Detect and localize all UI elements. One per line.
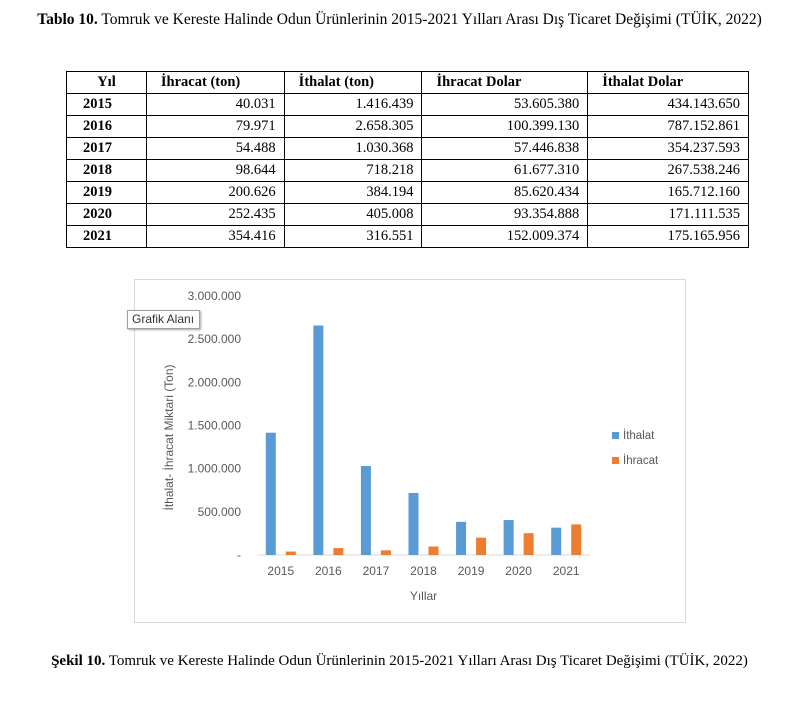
table-cell: 405.008 bbox=[283, 203, 423, 226]
y-tick-label: 3.000.000 bbox=[188, 289, 242, 303]
table-row: 2016 79.971 2.658.305 100.399.130 787.152.86… bbox=[66, 115, 749, 138]
x-tick-label: 2016 bbox=[315, 564, 342, 578]
bar-ihracat bbox=[380, 550, 391, 555]
header-ithalat-dolar: İthalat Dolar bbox=[587, 71, 749, 94]
table-header-row: Yıl İhracat (ton) İthalat (ton) İhracat … bbox=[66, 71, 749, 94]
table-cell: 40.031 bbox=[145, 93, 285, 116]
chart-area-tooltip: Grafik Alanı bbox=[127, 310, 201, 329]
bar-ithalat bbox=[503, 520, 514, 555]
table-row: 2015 40.031 1.416.439 53.605.380 434.143.650 bbox=[66, 93, 749, 116]
legend-swatch-ihracat bbox=[612, 457, 619, 464]
table-row: 2018 98.644 718.218 61.677.310 267.538.246 bbox=[66, 159, 749, 182]
bar-ithalat bbox=[551, 527, 562, 555]
bar-ihracat bbox=[333, 548, 344, 555]
legend-item-ihracat: İhracat bbox=[612, 455, 658, 467]
table-cell: 79.971 bbox=[145, 115, 285, 138]
table-cell: 252.435 bbox=[145, 203, 285, 226]
table-cell: 165.712.160 bbox=[587, 181, 749, 204]
chart-area[interactable]: - 500.000 1.000.000 1.500.000 2.000.000 2.500… bbox=[134, 279, 686, 623]
table-cell: 267.538.246 bbox=[587, 159, 749, 182]
table-cell-year: 2021 bbox=[66, 225, 147, 248]
figure-caption-text: Tomruk ve Kereste Halinde Odun Ürünlerin… bbox=[108, 653, 748, 669]
table-cell: 787.152.861 bbox=[587, 115, 749, 138]
table-cell: 1.416.439 bbox=[283, 93, 423, 116]
bar-ihracat bbox=[428, 546, 439, 555]
y-tick-label: 2.000.000 bbox=[188, 375, 242, 389]
table-cell: 85.620.434 bbox=[421, 181, 589, 204]
figure-caption-label: Şekil 10. bbox=[51, 653, 106, 669]
legend-swatch-ithalat bbox=[612, 432, 619, 439]
table-cell-year: 2020 bbox=[66, 203, 147, 226]
table-cell-year: 2017 bbox=[66, 137, 147, 160]
bar-ihracat bbox=[476, 537, 487, 555]
table-row: 2021 354.416 316.551 152.009.374 175.165.956 bbox=[66, 225, 749, 248]
table-cell: 171.111.535 bbox=[587, 203, 749, 226]
legend-label-ithalat: İthalat bbox=[623, 430, 655, 442]
table-cell: 434.143.650 bbox=[587, 93, 749, 116]
table-cell-year: 2015 bbox=[66, 93, 147, 116]
table-cell: 152.009.374 bbox=[421, 225, 589, 248]
bar-ithalat bbox=[408, 492, 419, 555]
header-ithalat-ton: İthalat (ton) bbox=[283, 71, 423, 94]
table-cell: 54.488 bbox=[145, 137, 285, 160]
x-axis-title: Yıllar bbox=[410, 589, 437, 603]
bar-ithalat bbox=[313, 325, 324, 555]
table-row: 2020 252.435 405.008 93.354.888 171.111.535 bbox=[66, 203, 749, 226]
table-caption: Tablo 10. Tomruk ve Kereste Halinde Odun… bbox=[0, 10, 799, 30]
y-tick-label: 1.500.000 bbox=[188, 419, 242, 433]
table-row: 2017 54.488 1.030.368 57.446.838 354.237.593 bbox=[66, 137, 749, 160]
table-cell: 384.194 bbox=[283, 181, 423, 204]
header-yil: Yıl bbox=[66, 71, 147, 94]
figure-caption: Şekil 10. Tomruk ve Kereste Halinde Odun… bbox=[0, 651, 799, 671]
x-tick-label: 2017 bbox=[363, 564, 390, 578]
bar-ithalat bbox=[265, 432, 276, 555]
table-cell: 1.030.368 bbox=[283, 137, 423, 160]
bar-ihracat bbox=[523, 533, 534, 555]
bar-ihracat bbox=[285, 551, 296, 555]
table-cell: 354.416 bbox=[145, 225, 285, 248]
table-cell-year: 2018 bbox=[66, 159, 147, 182]
table-cell: 93.354.888 bbox=[421, 203, 589, 226]
bar-ithalat bbox=[360, 466, 371, 555]
table-body: 2015 40.031 1.416.439 53.605.380 434.143.650… bbox=[66, 93, 749, 248]
table-cell: 200.626 bbox=[145, 181, 285, 204]
table-caption-label: Tablo 10. bbox=[37, 11, 98, 28]
table-cell-year: 2019 bbox=[66, 181, 147, 204]
table-cell: 354.237.593 bbox=[587, 137, 749, 160]
table-cell: 2.658.305 bbox=[283, 115, 423, 138]
header-ihracat-ton: İhracat (ton) bbox=[145, 71, 285, 94]
legend-item-ithalat: İthalat bbox=[612, 430, 654, 442]
bar-ithalat bbox=[456, 521, 467, 555]
y-tick-label: 500.000 bbox=[198, 505, 242, 519]
table-cell: 718.218 bbox=[283, 159, 423, 182]
table-cell: 100.399.130 bbox=[421, 115, 589, 138]
table-cell: 53.605.380 bbox=[421, 93, 589, 116]
y-axis-title: İthalat- İhracat Miktari (Ton) bbox=[162, 364, 176, 510]
x-tick-label: 2018 bbox=[410, 564, 437, 578]
x-tick-label: 2021 bbox=[553, 564, 580, 578]
table-cell: 61.677.310 bbox=[421, 159, 589, 182]
table-cell: 98.644 bbox=[145, 159, 285, 182]
legend-label-ihracat: İhracat bbox=[623, 455, 659, 467]
y-tick-label: - bbox=[237, 548, 241, 562]
header-ihracat-dolar: İhracat Dolar bbox=[421, 71, 589, 94]
table-caption-text: Tomruk ve Kereste Halinde Odun Ürünlerin… bbox=[101, 11, 762, 28]
y-tick-label: 2.500.000 bbox=[188, 332, 242, 346]
y-tick-label: 1.000.000 bbox=[188, 462, 242, 476]
table-cell: 175.165.956 bbox=[587, 225, 749, 248]
bar-ihracat bbox=[571, 524, 582, 555]
table-cell: 57.446.838 bbox=[421, 137, 589, 160]
table-row: 2019 200.626 384.194 85.620.434 165.712.160 bbox=[66, 181, 749, 204]
table-cell-year: 2016 bbox=[66, 115, 147, 138]
trade-table: Yıl İhracat (ton) İthalat (ton) İhracat … bbox=[66, 71, 749, 248]
table-cell: 316.551 bbox=[283, 225, 423, 248]
x-tick-label: 2015 bbox=[267, 564, 294, 578]
x-tick-label: 2020 bbox=[505, 564, 532, 578]
x-tick-label: 2019 bbox=[458, 564, 485, 578]
chart-svg: - 500.000 1.000.000 1.500.000 2.000.000 2.500… bbox=[162, 289, 590, 603]
